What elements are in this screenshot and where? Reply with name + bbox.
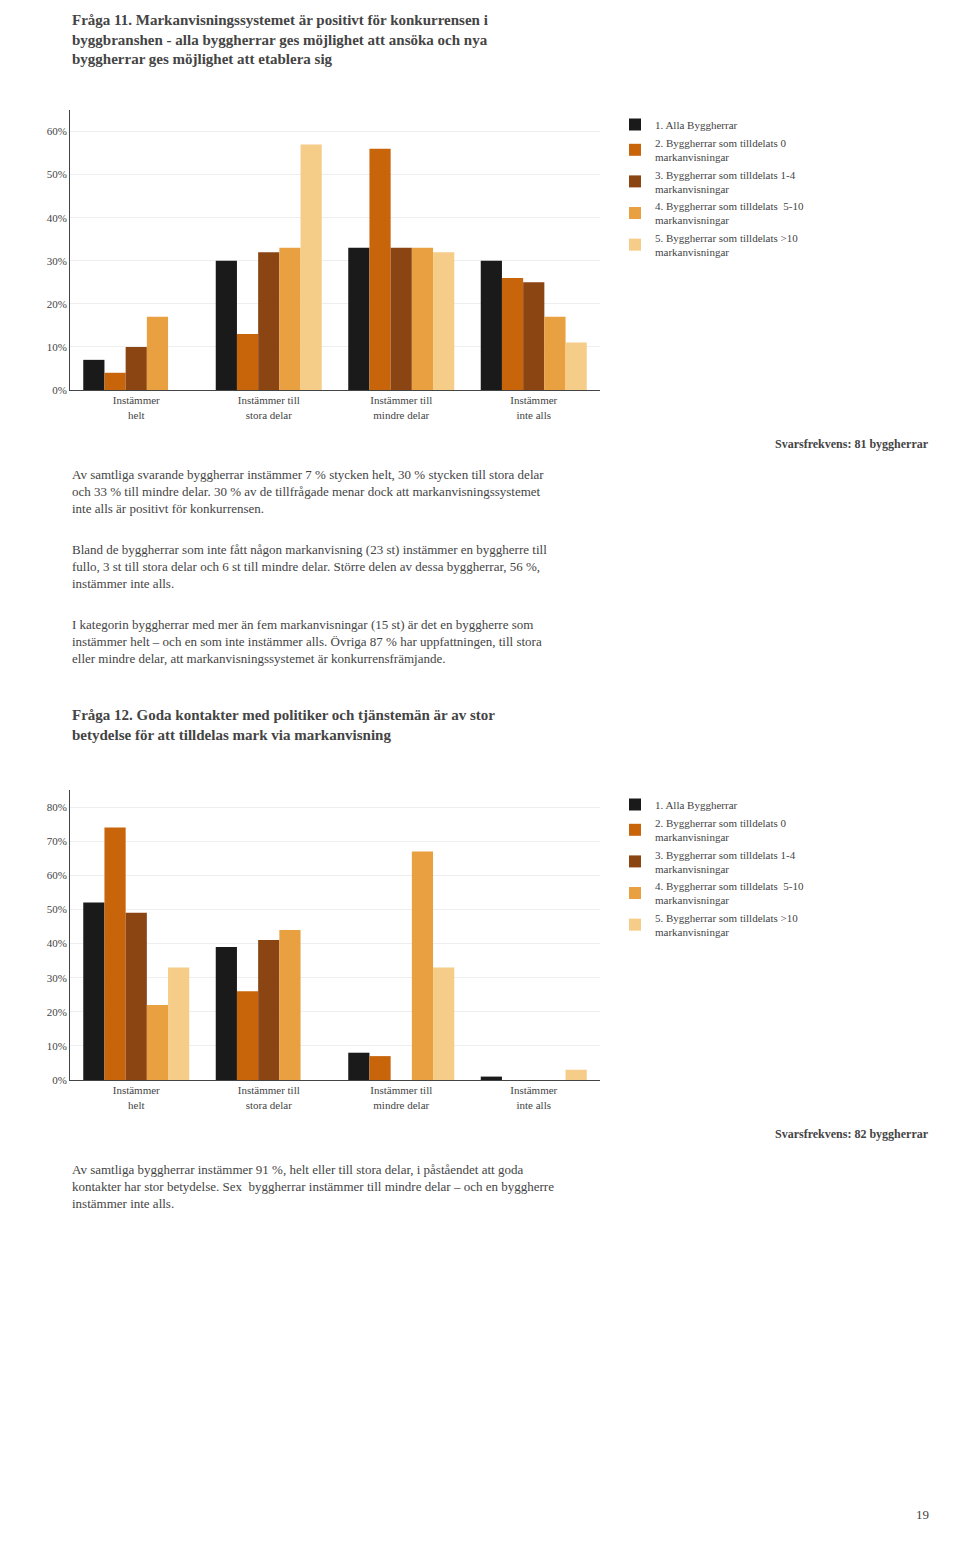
svg-text:1. Alla Byggherrar: 1. Alla Byggherrar [655,119,738,131]
svg-text:70%: 70% [47,835,67,847]
svg-text:Instämmer tillstora delar: Instämmer tillstora delar [238,1084,300,1110]
svg-text:Svarsfrekvens: 82 byggherrar: Svarsfrekvens: 82 byggherrar [775,1127,929,1141]
svg-text:I kategorin byggherrar med mer: I kategorin byggherrar med mer än fem ma… [72,617,542,666]
svg-text:Instämmer tillstora delar: Instämmer tillstora delar [238,394,300,420]
svg-text:40%: 40% [47,212,67,224]
svg-text:Av samtliga byggherrar instämm: Av samtliga byggherrar instämmer 91 %, h… [72,1162,554,1211]
svg-text:3. Byggherrar som tilldelats 1: 3. Byggherrar som tilldelats 1-4markanvi… [655,169,796,195]
svg-text:Fråga 12. Goda kontakter med p: Fråga 12. Goda kontakter med politiker o… [72,707,495,743]
svg-text:Instämmerhelt: Instämmerhelt [113,1084,160,1110]
svg-text:2. Byggherrar som tilldelats 0: 2. Byggherrar som tilldelats 0markanvisn… [655,817,787,843]
svg-text:Instämmer tillmindre delar: Instämmer tillmindre delar [370,1084,432,1110]
svg-text:1. Alla Byggherrar: 1. Alla Byggherrar [655,799,738,811]
svg-text:5. Byggherrar som tilldelats >: 5. Byggherrar som tilldelats >10markanvi… [655,232,798,258]
svg-text:40%: 40% [47,937,67,949]
svg-text:80%: 80% [47,801,67,813]
svg-text:Av samtliga svarande byggherra: Av samtliga svarande byggherrar instämme… [72,467,544,516]
svg-text:19: 19 [916,1507,929,1522]
svg-text:Instämmer tillmindre delar: Instämmer tillmindre delar [370,394,432,420]
svg-text:30%: 30% [47,972,67,984]
svg-text:Instämmerhelt: Instämmerhelt [113,394,160,420]
svg-text:Bland de byggherrar som inte f: Bland de byggherrar som inte fått någon … [72,542,547,591]
svg-text:20%: 20% [47,1006,67,1018]
svg-text:10%: 10% [47,341,67,353]
svg-text:Fråga 11. Markanvisningssystem: Fråga 11. Markanvisningssystemet är posi… [72,12,488,67]
svg-text:50%: 50% [47,903,67,915]
svg-text:50%: 50% [47,168,67,180]
svg-text:30%: 30% [47,255,67,267]
svg-text:3. Byggherrar som tilldelats 1: 3. Byggherrar som tilldelats 1-4markanvi… [655,849,796,875]
svg-text:2. Byggherrar som tilldelats 0: 2. Byggherrar som tilldelats 0markanvisn… [655,137,787,163]
svg-text:Svarsfrekvens: 81 byggherrar: Svarsfrekvens: 81 byggherrar [775,437,929,451]
svg-text:10%: 10% [47,1040,67,1052]
svg-text:0%: 0% [52,384,67,396]
svg-text:4. Byggherrar som tilldelats: 4. Byggherrar som tilldelats 5-10markanv… [655,880,804,906]
svg-text:60%: 60% [47,869,67,881]
svg-text:20%: 20% [47,298,67,310]
svg-text:5. Byggherrar som tilldelats >: 5. Byggherrar som tilldelats >10markanvi… [655,912,798,938]
svg-text:60%: 60% [47,125,67,137]
svg-text:0%: 0% [52,1074,67,1086]
svg-text:Instämmerinte alls: Instämmerinte alls [510,1084,557,1110]
svg-text:4. Byggherrar som tilldelats: 4. Byggherrar som tilldelats 5-10markanv… [655,200,804,226]
svg-text:Instämmerinte alls: Instämmerinte alls [510,394,557,420]
